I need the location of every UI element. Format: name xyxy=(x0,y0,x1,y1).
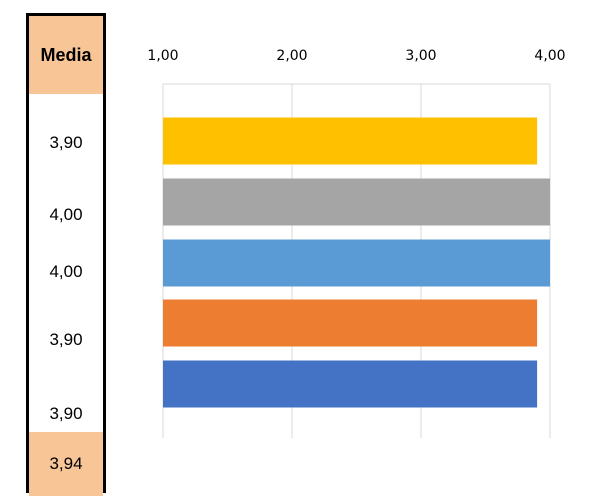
x-tick-label: 4,00 xyxy=(534,48,565,64)
bar xyxy=(163,178,550,226)
media-column: Media 3,90 4,00 4,00 3,90 3,90 3,94 xyxy=(26,13,106,496)
media-value: 3,90 xyxy=(49,330,83,349)
bar xyxy=(163,239,550,287)
bar xyxy=(163,360,538,408)
x-tick-label: 1,00 xyxy=(147,48,178,64)
media-footer: 3,94 xyxy=(29,432,103,496)
bar xyxy=(163,299,538,347)
media-value: 4,00 xyxy=(49,262,83,281)
x-tick-label: 2,00 xyxy=(276,48,307,64)
media-value: 4,00 xyxy=(49,205,83,224)
bar xyxy=(163,117,538,165)
media-value: 3,90 xyxy=(49,404,83,423)
media-header: Media xyxy=(29,16,103,94)
media-value: 3,90 xyxy=(49,133,83,152)
x-tick-label: 3,00 xyxy=(405,48,436,64)
